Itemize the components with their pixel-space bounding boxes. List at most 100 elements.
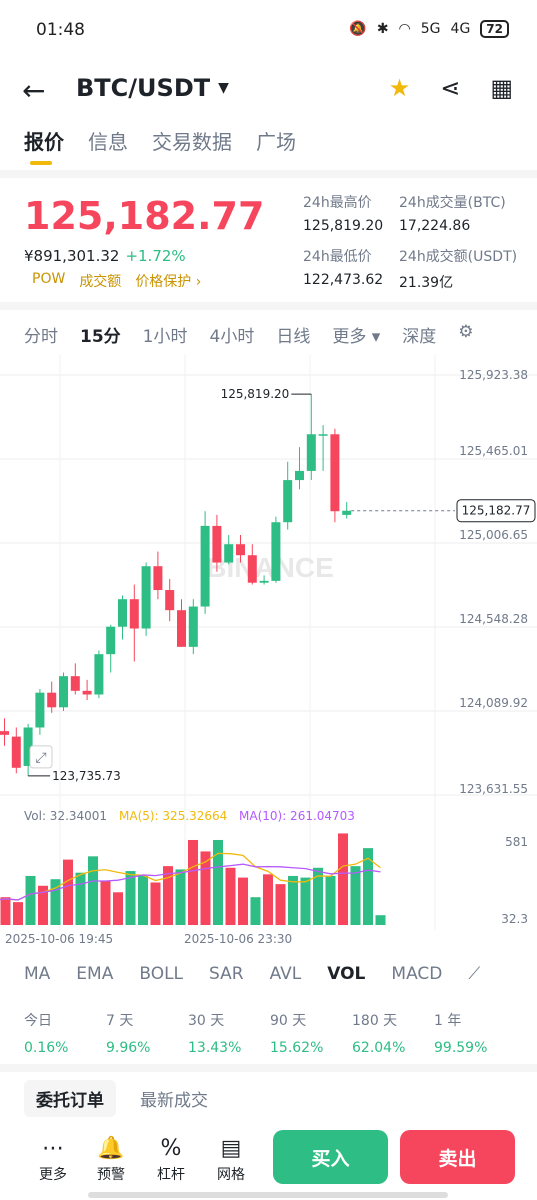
bottom-grid[interactable]: ▤ 网格 xyxy=(206,1136,256,1184)
tab-trading-data[interactable]: 交易数据 xyxy=(152,130,232,154)
perf-value: 0.16% xyxy=(24,1040,69,1056)
tag-price-protection[interactable]: 价格保护 › xyxy=(135,274,202,290)
perf-item: 7 天 9.96% xyxy=(106,1010,188,1056)
stat-amount-value: 21.39亿 xyxy=(399,275,454,291)
interval-15m[interactable]: 15分 xyxy=(80,327,121,347)
indicator-avl[interactable]: AVL xyxy=(269,964,302,984)
ma10-line xyxy=(0,863,381,901)
last-price: 125,182.77 xyxy=(24,194,265,238)
indicator-sar[interactable]: SAR xyxy=(209,964,244,984)
perf-value: 9.96% xyxy=(106,1040,151,1056)
indicator-macd[interactable]: MACD xyxy=(391,964,443,984)
volume-bar xyxy=(350,866,361,925)
interval-4h[interactable]: 4小时 xyxy=(209,327,255,347)
pair-selector[interactable]: BTC/USDT ▼ xyxy=(76,74,229,102)
interval-bar: 分时 15分 1小时 4小时 日线 更多 ▾ 深度 ⚙ xyxy=(24,322,524,347)
markers: 125,819.20 123,735.73 ⤢ 125,182.77 xyxy=(28,387,536,783)
bottom-margin[interactable]: % 杠杆 xyxy=(146,1136,196,1184)
stat-high-value: 125,819.20 xyxy=(303,218,384,234)
bluetooth-icon: ✱ xyxy=(376,21,389,37)
grid-menu-icon[interactable]: ▦ xyxy=(490,74,513,102)
perf-item: 30 天 13.43% xyxy=(188,1010,270,1056)
volume-bar xyxy=(100,880,111,925)
perf-label: 180 天 xyxy=(352,1013,398,1029)
stat-amount-label: 24h成交额(USDT) xyxy=(399,249,518,265)
bottom-more[interactable]: ⋯ 更多 xyxy=(28,1136,78,1184)
y-tick-label: 123,631.55 xyxy=(459,782,528,796)
section-divider xyxy=(0,170,537,178)
perf-value: 15.62% xyxy=(270,1040,324,1056)
y-tick-label: 124,548.28 xyxy=(459,612,528,626)
indicator-ma[interactable]: MA xyxy=(24,964,51,984)
volume-bar xyxy=(213,839,223,925)
volume-bar xyxy=(0,897,11,925)
bottom-bar: ⋯ 更多 🔔 预警 % 杠杆 ▤ 网格 买入 卖出 xyxy=(0,1130,537,1200)
tab-info[interactable]: 信息 xyxy=(88,130,128,154)
interval-1h[interactable]: 1小时 xyxy=(142,327,188,347)
indicator-ema[interactable]: EMA xyxy=(76,964,114,984)
candle-body xyxy=(118,599,127,627)
perf-value: 62.04% xyxy=(352,1040,406,1056)
volume-bar xyxy=(150,882,161,925)
candle-body xyxy=(141,566,151,629)
interval-line[interactable]: 分时 xyxy=(24,327,58,347)
share-icon[interactable]: ⋖ xyxy=(440,74,461,102)
candle-body xyxy=(271,522,281,581)
ma10-label: MA(10): 261.04703 xyxy=(239,809,355,823)
volume-bar xyxy=(13,902,23,925)
indicator-vol[interactable]: VOL xyxy=(327,964,366,984)
volume-bar xyxy=(25,875,36,925)
candle-body xyxy=(129,599,139,629)
indicator-boll[interactable]: BOLL xyxy=(139,964,184,984)
header: ← BTC/USDT ▼ ★ ⋖ ▦ xyxy=(0,64,537,114)
favorite-star-icon[interactable]: ★ xyxy=(388,74,411,102)
tab-latest-trades[interactable]: 最新成交 xyxy=(140,1091,208,1111)
status-bar: 01:48 🔕 ✱ ◠ 5G 4G 72 xyxy=(0,0,537,64)
candle-body xyxy=(70,676,80,691)
interval-depth[interactable]: 深度 xyxy=(402,327,437,347)
interval-more[interactable]: 更多 ▾ xyxy=(332,327,381,347)
volume-bar xyxy=(88,856,98,925)
chart-settings-icon[interactable]: ⚙ xyxy=(458,322,474,342)
bottom-alert[interactable]: 🔔 预警 xyxy=(86,1136,136,1184)
volume-bar xyxy=(188,839,198,925)
tag-turnover[interactable]: 成交额 xyxy=(79,274,122,290)
perf-item: 180 天 62.04% xyxy=(352,1010,434,1056)
candle-body xyxy=(59,676,68,708)
interval-1d[interactable]: 日线 xyxy=(276,327,311,347)
caret-down-icon: ▼ xyxy=(218,80,229,96)
y-tick-label: 125,923.38 xyxy=(459,368,528,382)
candle-body xyxy=(247,555,257,583)
bottom-more-label: 更多 xyxy=(39,1167,67,1183)
bottom-margin-label: 杠杆 xyxy=(157,1167,185,1183)
vol-label: Vol: 32.34001 xyxy=(24,809,107,823)
tag-pow[interactable]: POW xyxy=(32,271,66,287)
volume-bar xyxy=(363,848,373,925)
ma5-label: MA(5): 325.32664 xyxy=(119,809,227,823)
candle-body xyxy=(177,610,186,647)
battery-icon: 72 xyxy=(480,20,509,38)
percent-icon: % xyxy=(160,1136,182,1161)
buy-button[interactable]: 买入 xyxy=(273,1130,388,1184)
home-indicator xyxy=(88,1192,448,1198)
volume-bar xyxy=(75,872,86,925)
stat-high: 24h最高价 125,819.20 xyxy=(303,192,383,234)
low-marker-label: 123,735.73 xyxy=(52,769,121,783)
back-arrow-icon[interactable]: ← xyxy=(22,74,46,107)
tab-open-orders[interactable]: 委托订单 xyxy=(24,1080,116,1117)
y-tick-label: 125,465.01 xyxy=(459,444,528,458)
volume-bar xyxy=(63,859,73,925)
volume-bar xyxy=(50,879,61,925)
tab-quote[interactable]: 报价 xyxy=(24,126,64,165)
orders-tabs: 委托订单 最新成交 xyxy=(24,1080,208,1117)
volume-pane xyxy=(0,833,386,925)
indicator-settings-icon[interactable]: ⟋ xyxy=(468,964,481,984)
stat-volume: 24h成交量(BTC) 17,224.86 xyxy=(399,192,506,234)
grid-bot-icon: ▤ xyxy=(220,1136,242,1161)
tab-square[interactable]: 广场 xyxy=(256,130,296,154)
kline-chart[interactable]: BINANCE 125,923.38125,465.01125,006.6512… xyxy=(0,355,537,945)
candle-body xyxy=(342,510,352,515)
perf-value: 99.59% xyxy=(434,1040,488,1056)
sell-button[interactable]: 卖出 xyxy=(400,1130,515,1184)
candle-body xyxy=(35,692,45,728)
